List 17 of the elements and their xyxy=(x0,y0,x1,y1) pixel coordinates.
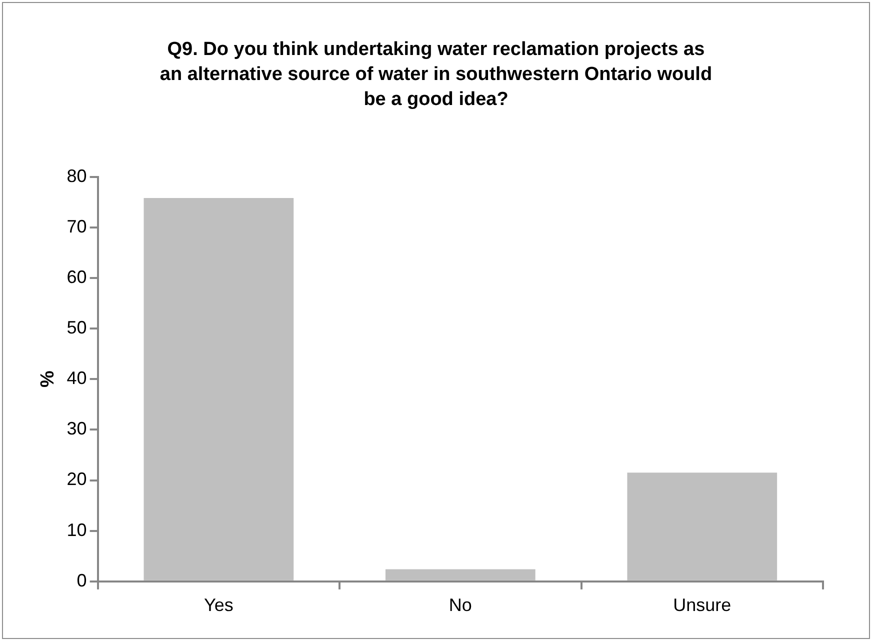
y-tick-label: 40 xyxy=(66,368,87,388)
x-tick-label: Yes xyxy=(204,595,234,616)
y-tick-label: 60 xyxy=(66,266,87,287)
chart-title: Q9. Do you think undertaking water reclamation projects as an alternative source of water in southwestern Ontario would be a good idea? xyxy=(158,38,714,112)
bar xyxy=(144,198,294,580)
bar xyxy=(385,569,536,580)
y-tick-label: 10 xyxy=(66,520,87,540)
y-tick-label: 80 xyxy=(66,166,87,186)
bar xyxy=(627,472,778,580)
y-tick-label: 30 xyxy=(66,418,87,439)
y-tick-label: 70 xyxy=(66,216,87,236)
y-tick-label: 20 xyxy=(66,469,87,490)
x-tick-label: Unsure xyxy=(673,595,732,616)
y-axis-title: % xyxy=(38,370,59,388)
y-tick-label: 0 xyxy=(76,570,87,590)
y-tick-label: 50 xyxy=(66,317,87,338)
x-tick-label: No xyxy=(448,595,472,616)
